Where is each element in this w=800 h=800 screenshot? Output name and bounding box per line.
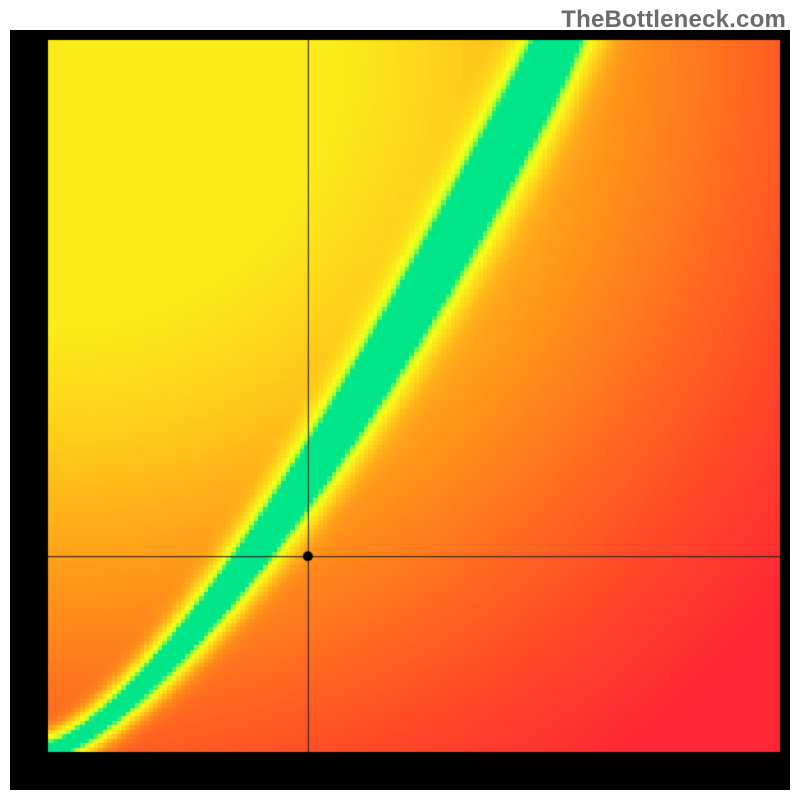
bottleneck-heatmap — [10, 30, 790, 790]
chart-frame — [10, 30, 790, 790]
